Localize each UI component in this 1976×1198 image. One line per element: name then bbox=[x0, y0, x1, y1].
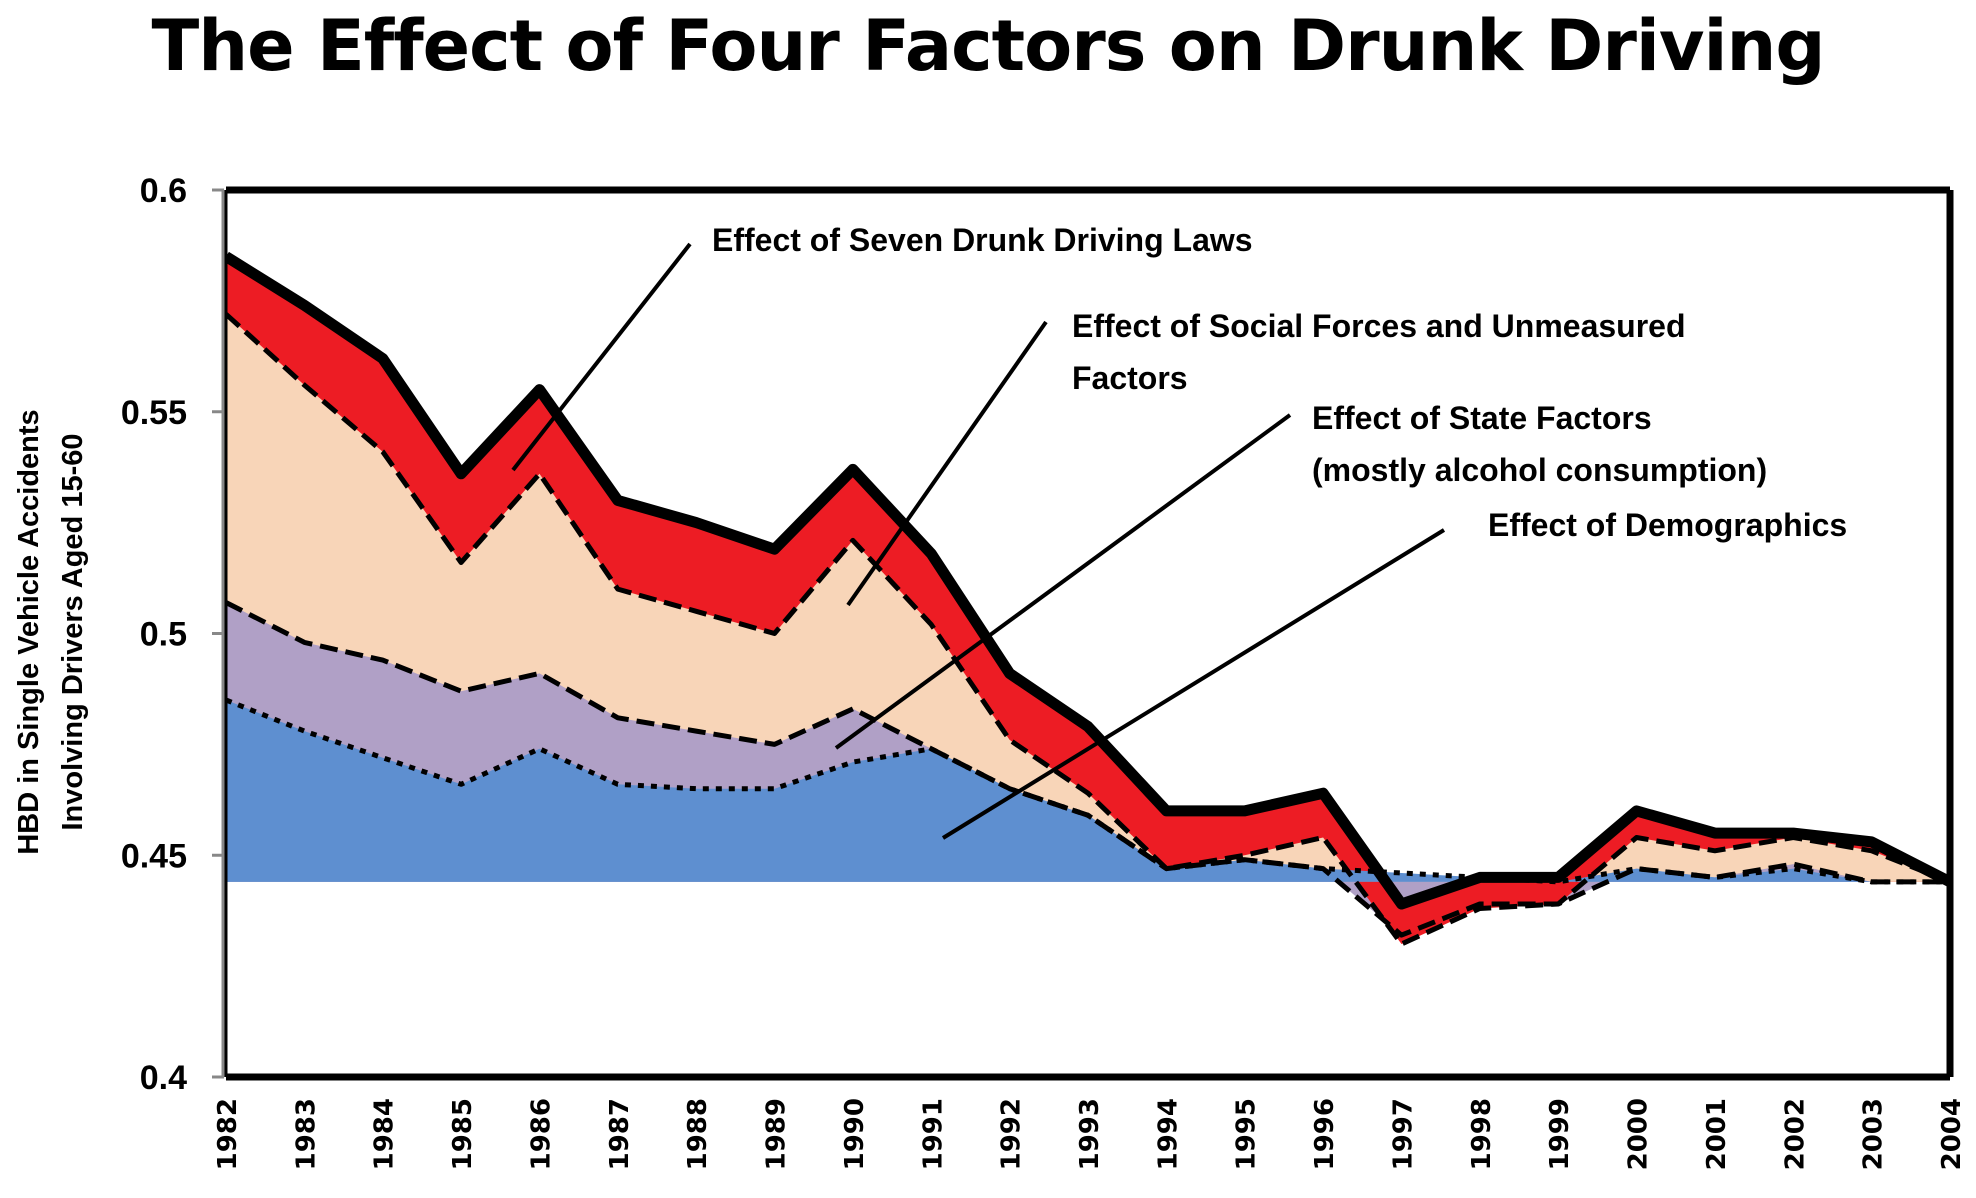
annotation-label: Effect of Social Forces and Unmeasured bbox=[1072, 308, 1686, 344]
annotation-leader-line bbox=[846, 320, 1048, 607]
area-layers bbox=[226, 256, 1950, 944]
x-tick-label: 2003 bbox=[1859, 1098, 1889, 1170]
x-tick-label: 1989 bbox=[762, 1098, 792, 1170]
y-axis-title-line: HBD in Single Vehicle Accidents bbox=[13, 409, 45, 854]
series-lines bbox=[223, 251, 1953, 947]
x-tick-label: 1987 bbox=[605, 1098, 635, 1170]
x-tick-label: 1997 bbox=[1388, 1098, 1418, 1170]
chart-title: The Effect of Four Factors on Drunk Driv… bbox=[151, 5, 1826, 87]
annotation-label: Effect of Demographics bbox=[1488, 507, 1847, 543]
x-tick-label: 1991 bbox=[918, 1098, 948, 1170]
x-tick-label: 1994 bbox=[1153, 1098, 1183, 1170]
y-axis-ticks: 0.4 0.45 0.5 0.55 0.6 bbox=[121, 172, 224, 1097]
x-tick-label: 2001 bbox=[1702, 1098, 1732, 1170]
x-tick-label: 1984 bbox=[370, 1098, 400, 1170]
annotation-label: Effect of Seven Drunk Driving Laws bbox=[712, 222, 1253, 258]
x-tick-label: 1982 bbox=[213, 1098, 243, 1170]
y-tick-label: 0.6 bbox=[140, 172, 187, 210]
x-axis-ticks: 1982 1983 1984 1985 1986 1987 1988 1989 1990 1991… bbox=[213, 1098, 1967, 1170]
x-tick-label: 1986 bbox=[526, 1098, 556, 1170]
y-tick-label: 0.45 bbox=[121, 837, 187, 875]
annotation-leader-line bbox=[834, 413, 1292, 750]
x-tick-label: 1992 bbox=[997, 1098, 1027, 1170]
x-tick-label: 1988 bbox=[683, 1098, 713, 1170]
area-laws-below-baseline bbox=[1355, 881, 1950, 944]
annotation-label: Effect of State Factors bbox=[1312, 400, 1652, 436]
annotation-label: (mostly alcohol consumption) bbox=[1312, 452, 1767, 488]
x-tick-label: 2004 bbox=[1937, 1098, 1967, 1170]
series-line-2 bbox=[224, 312, 1951, 947]
x-tick-label: 1998 bbox=[1467, 1098, 1497, 1170]
x-tick-label: 1985 bbox=[448, 1098, 478, 1170]
plot-frame bbox=[221, 186, 1954, 1081]
x-tick-label: 1983 bbox=[291, 1098, 321, 1170]
below-baseline-layers bbox=[1355, 881, 1950, 944]
series-line-1 bbox=[223, 251, 1953, 910]
x-tick-label: 1999 bbox=[1545, 1098, 1575, 1170]
x-tick-label: 1996 bbox=[1310, 1098, 1340, 1170]
annotation-leader-line bbox=[941, 528, 1446, 840]
annotations: Effect of Seven Drunk Driving Laws Effect… bbox=[712, 222, 1847, 543]
y-tick-label: 0.4 bbox=[140, 1059, 187, 1097]
y-tick-label: 0.5 bbox=[140, 616, 187, 654]
x-tick-label: 2000 bbox=[1624, 1098, 1654, 1170]
annotation-leader-lines bbox=[511, 242, 1446, 840]
x-tick-label: 1993 bbox=[1075, 1098, 1105, 1170]
area-4 bbox=[226, 700, 1950, 882]
x-tick-label: 1995 bbox=[1232, 1098, 1262, 1170]
annotation-label: Factors bbox=[1072, 360, 1188, 396]
x-tick-label: 2002 bbox=[1780, 1098, 1810, 1170]
y-axis-title: HBD in Single Vehicle Accidents Involving… bbox=[13, 409, 89, 854]
annotation-leader-line bbox=[511, 242, 692, 472]
y-axis-title-line: Involving Drivers Aged 15-60 bbox=[57, 433, 89, 830]
x-tick-label: 1990 bbox=[840, 1098, 870, 1170]
y-tick-label: 0.55 bbox=[121, 394, 187, 432]
series-line-3 bbox=[224, 600, 1950, 938]
